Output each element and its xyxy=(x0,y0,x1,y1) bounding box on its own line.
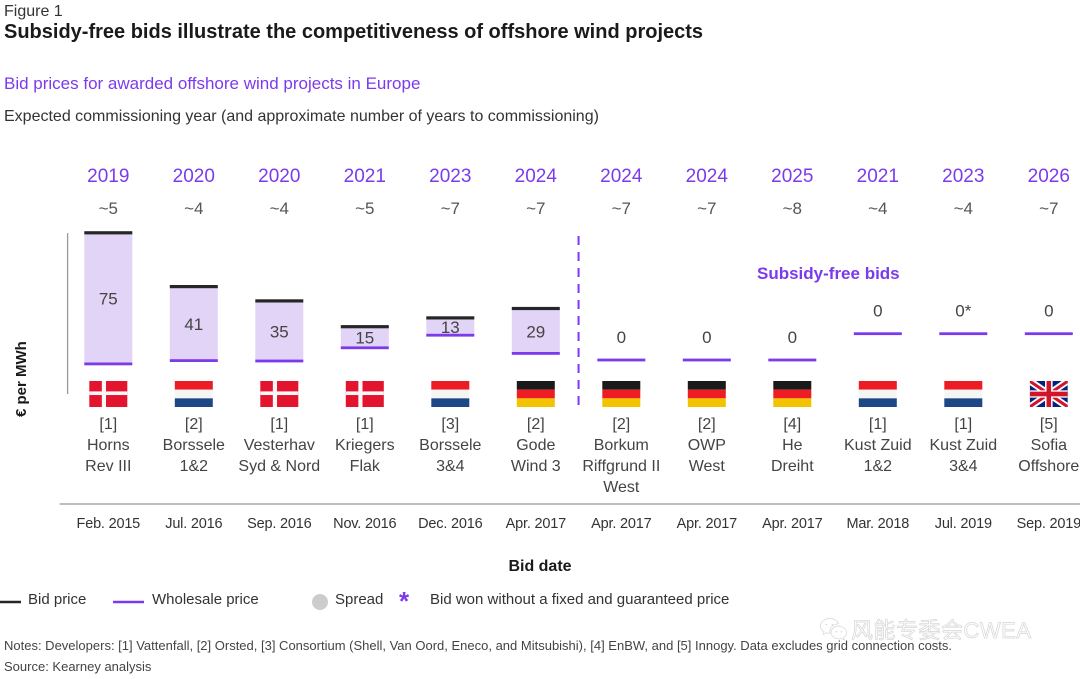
svg-text:15: 15 xyxy=(355,329,374,348)
svg-text:Jul. 2016: Jul. 2016 xyxy=(165,516,222,532)
svg-text:Apr. 2017: Apr. 2017 xyxy=(677,516,737,532)
svg-text:Feb. 2015: Feb. 2015 xyxy=(77,516,141,532)
svg-text:3&4: 3&4 xyxy=(949,458,978,475)
svg-text:Dreiht: Dreiht xyxy=(771,458,814,475)
svg-text:Apr. 2017: Apr. 2017 xyxy=(506,516,566,532)
svg-text:Kriegers: Kriegers xyxy=(335,437,395,454)
svg-text:2024: 2024 xyxy=(686,166,729,187)
svg-text:Nov. 2016: Nov. 2016 xyxy=(333,516,396,532)
svg-text:1&2: 1&2 xyxy=(180,458,209,475)
svg-text:0: 0 xyxy=(788,328,797,347)
svg-text:OWP: OWP xyxy=(688,437,726,454)
svg-text:0: 0 xyxy=(702,328,711,347)
svg-text:13: 13 xyxy=(441,318,460,337)
svg-text:0: 0 xyxy=(1044,302,1053,321)
svg-text:2020: 2020 xyxy=(258,166,300,187)
svg-text:Riffgrund II: Riffgrund II xyxy=(582,458,660,475)
svg-text:Kust Zuid: Kust Zuid xyxy=(844,437,912,454)
svg-text:Vesterhav: Vesterhav xyxy=(244,437,315,454)
svg-text:2021: 2021 xyxy=(857,166,899,187)
svg-text:Sep. 2019: Sep. 2019 xyxy=(1017,516,1080,532)
svg-text:[2]: [2] xyxy=(698,416,716,433)
svg-text:Sofia: Sofia xyxy=(1031,437,1068,454)
svg-text:2024: 2024 xyxy=(515,166,558,187)
svg-text:~7: ~7 xyxy=(526,199,545,218)
svg-text:~4: ~4 xyxy=(184,199,203,218)
svg-text:2021: 2021 xyxy=(344,166,386,187)
svg-text:Borssele: Borssele xyxy=(163,437,225,454)
svg-text:2026: 2026 xyxy=(1028,166,1070,187)
svg-text:29: 29 xyxy=(526,322,545,341)
svg-text:[2]: [2] xyxy=(527,416,545,433)
svg-text:[1]: [1] xyxy=(356,416,374,433)
svg-text:Borssele: Borssele xyxy=(419,437,481,454)
svg-text:~4: ~4 xyxy=(954,199,973,218)
svg-text:Kust Zuid: Kust Zuid xyxy=(930,437,998,454)
svg-text:41: 41 xyxy=(184,315,203,334)
svg-text:Gode: Gode xyxy=(516,437,555,454)
svg-text:[1]: [1] xyxy=(99,416,117,433)
svg-text:[5]: [5] xyxy=(1040,416,1058,433)
svg-text:[2]: [2] xyxy=(185,416,203,433)
svg-text:3&4: 3&4 xyxy=(436,458,465,475)
svg-text:West: West xyxy=(603,479,640,496)
svg-text:Borkum: Borkum xyxy=(594,437,649,454)
svg-text:2023: 2023 xyxy=(942,166,984,187)
svg-text:~4: ~4 xyxy=(868,199,887,218)
svg-text:~7: ~7 xyxy=(441,199,460,218)
svg-text:~7: ~7 xyxy=(1039,199,1058,218)
svg-text:Apr. 2017: Apr. 2017 xyxy=(591,516,651,532)
svg-text:Offshore: Offshore xyxy=(1018,458,1079,475)
svg-text:2023: 2023 xyxy=(429,166,471,187)
svg-text:~5: ~5 xyxy=(99,199,118,218)
svg-text:~7: ~7 xyxy=(612,199,631,218)
svg-text:Mar. 2018: Mar. 2018 xyxy=(846,516,909,532)
svg-text:Syd & Nord: Syd & Nord xyxy=(238,458,320,475)
svg-text:Flak: Flak xyxy=(350,458,381,475)
svg-text:He: He xyxy=(782,437,803,454)
svg-text:2024: 2024 xyxy=(600,166,643,187)
svg-text:2025: 2025 xyxy=(771,166,813,187)
svg-text:Rev III: Rev III xyxy=(85,458,131,475)
svg-text:[4]: [4] xyxy=(783,416,801,433)
svg-text:[1]: [1] xyxy=(954,416,972,433)
svg-text:0: 0 xyxy=(873,302,882,321)
svg-text:[2]: [2] xyxy=(612,416,630,433)
svg-text:Wind 3: Wind 3 xyxy=(511,458,561,475)
svg-text:Jul. 2019: Jul. 2019 xyxy=(935,516,992,532)
svg-text:35: 35 xyxy=(270,322,289,341)
svg-text:~5: ~5 xyxy=(355,199,374,218)
svg-text:West: West xyxy=(689,458,726,475)
svg-text:Horns: Horns xyxy=(87,437,130,454)
svg-text:Apr. 2017: Apr. 2017 xyxy=(762,516,822,532)
svg-text:Sep. 2016: Sep. 2016 xyxy=(247,516,311,532)
svg-text:[1]: [1] xyxy=(270,416,288,433)
svg-text:[3]: [3] xyxy=(441,416,459,433)
svg-text:Dec. 2016: Dec. 2016 xyxy=(418,516,482,532)
svg-text:~4: ~4 xyxy=(270,199,289,218)
svg-text:0: 0 xyxy=(617,328,626,347)
svg-text:1&2: 1&2 xyxy=(864,458,893,475)
svg-text:0*: 0* xyxy=(955,302,971,321)
svg-text:2019: 2019 xyxy=(87,166,129,187)
svg-text:~7: ~7 xyxy=(697,199,716,218)
svg-text:[1]: [1] xyxy=(869,416,887,433)
svg-text:~8: ~8 xyxy=(783,199,802,218)
svg-text:2020: 2020 xyxy=(173,166,215,187)
svg-text:75: 75 xyxy=(99,290,118,309)
